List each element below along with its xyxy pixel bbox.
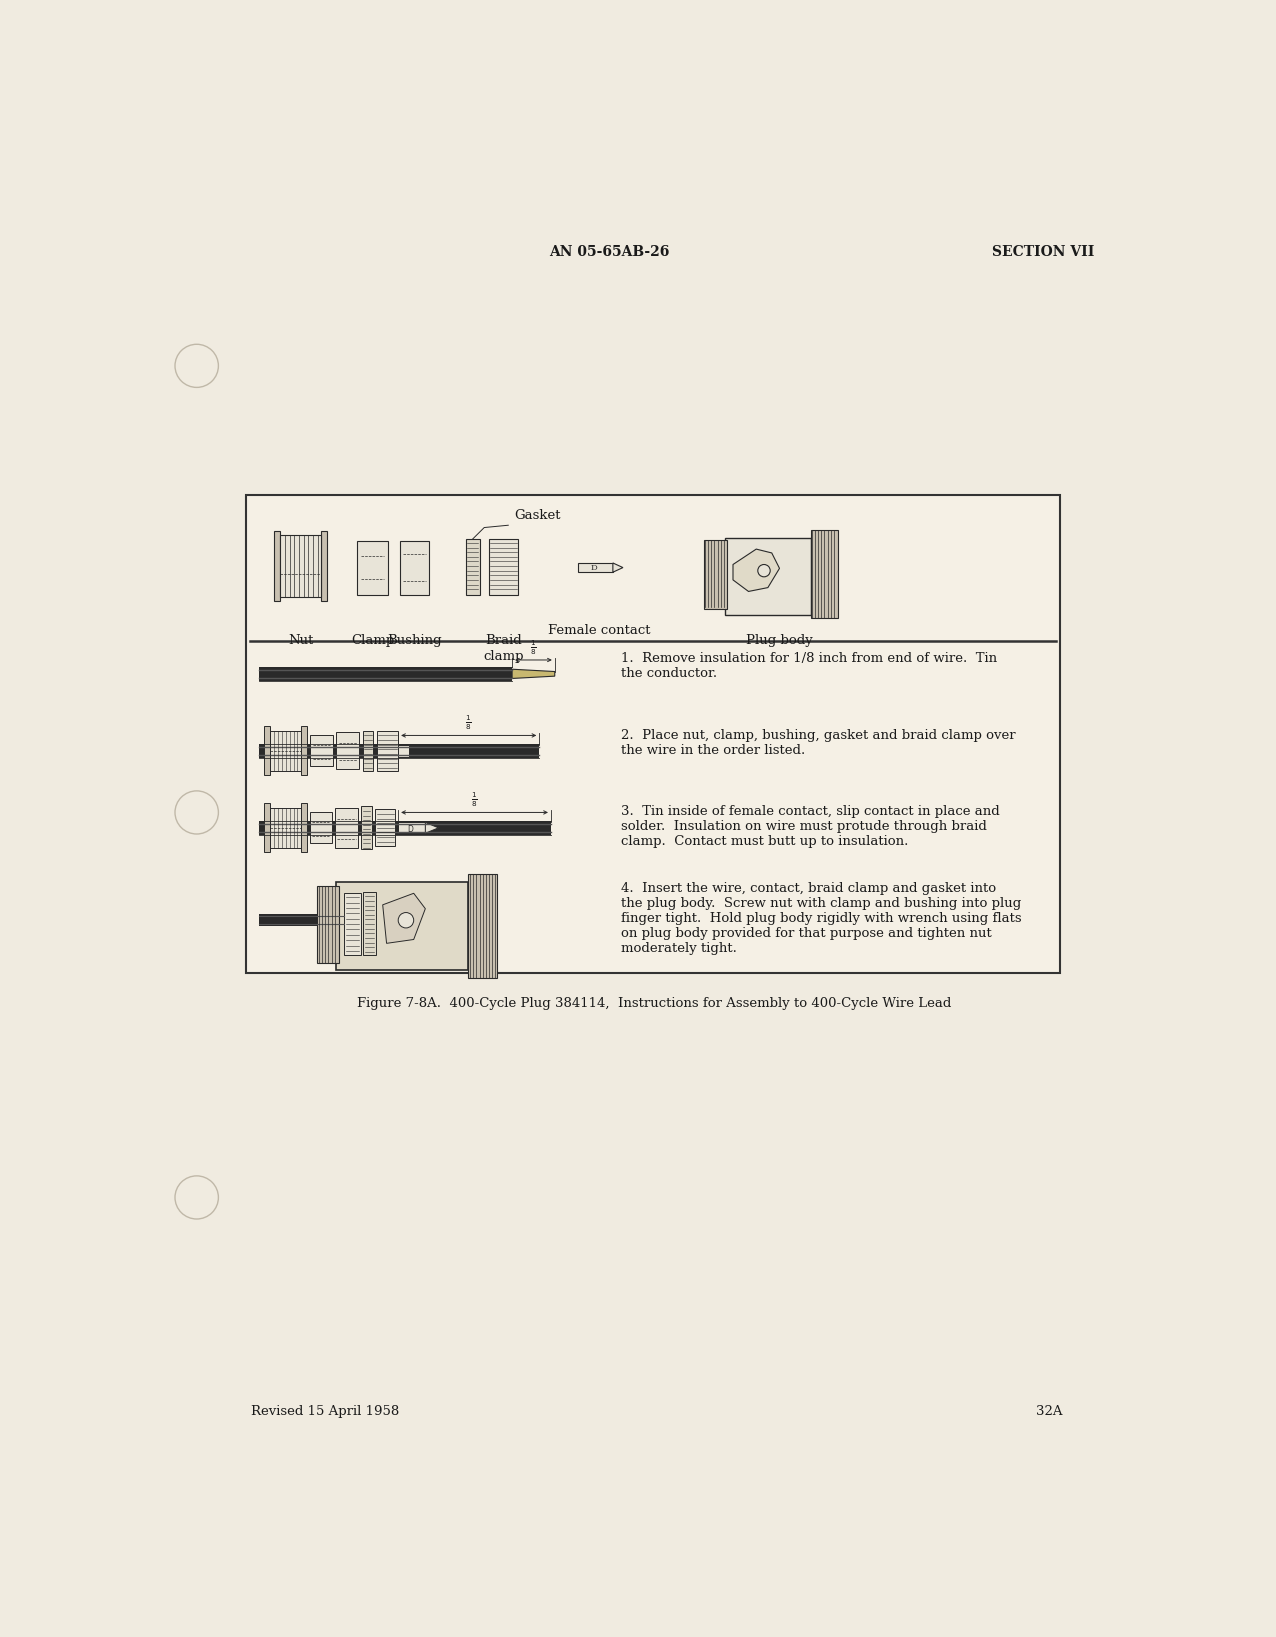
Bar xyxy=(271,807,301,848)
Circle shape xyxy=(175,791,218,833)
Circle shape xyxy=(175,1175,218,1220)
Bar xyxy=(274,532,281,601)
Polygon shape xyxy=(732,548,780,591)
Bar xyxy=(264,727,271,776)
Bar xyxy=(725,537,810,614)
Text: Female contact: Female contact xyxy=(549,624,651,637)
Text: Figure 7-8A.  400-Cycle Plug 384114,  Instructions for Assembly to 400-Cycle Wir: Figure 7-8A. 400-Cycle Plug 384114, Inst… xyxy=(357,997,951,1010)
Bar xyxy=(578,563,612,573)
Text: AN 05-65AB-26: AN 05-65AB-26 xyxy=(549,246,669,259)
Text: Clamp: Clamp xyxy=(351,634,394,647)
Bar xyxy=(259,820,551,835)
Bar xyxy=(336,882,468,971)
Bar xyxy=(375,809,396,846)
Bar xyxy=(357,540,388,594)
Text: $\frac{1}{8}$: $\frac{1}{8}$ xyxy=(530,638,537,656)
Text: 32A: 32A xyxy=(1036,1405,1063,1418)
Bar xyxy=(301,727,306,776)
Bar xyxy=(361,807,371,850)
Text: Nut: Nut xyxy=(288,634,313,647)
Text: $\frac{1}{8}$: $\frac{1}{8}$ xyxy=(466,714,472,732)
Bar xyxy=(398,822,425,833)
Text: D: D xyxy=(407,825,413,833)
Bar xyxy=(281,535,320,598)
Text: 2.  Place nut, clamp, bushing, gasket and braid clamp over
the wire in the order: 2. Place nut, clamp, bushing, gasket and… xyxy=(620,728,1016,758)
Text: Braid
clamp: Braid clamp xyxy=(484,634,524,663)
Bar xyxy=(489,539,518,594)
Text: Gasket: Gasket xyxy=(514,509,561,522)
Polygon shape xyxy=(612,563,623,573)
Bar xyxy=(810,530,837,619)
Text: 4.  Insert the wire, contact, braid clamp and gasket into
the plug body.  Screw : 4. Insert the wire, contact, braid clamp… xyxy=(620,882,1021,954)
Bar xyxy=(362,730,374,771)
Bar xyxy=(259,743,540,758)
Bar xyxy=(345,894,361,954)
Bar xyxy=(398,745,410,756)
Bar xyxy=(376,730,398,771)
Bar xyxy=(259,913,345,927)
Circle shape xyxy=(175,344,218,388)
Circle shape xyxy=(398,912,413,928)
Bar xyxy=(310,812,332,843)
Circle shape xyxy=(758,565,771,576)
Text: Plug body: Plug body xyxy=(746,634,813,647)
Polygon shape xyxy=(425,822,439,833)
Bar xyxy=(399,540,429,594)
Polygon shape xyxy=(512,670,555,678)
Bar xyxy=(264,804,271,853)
Bar xyxy=(703,540,727,609)
Bar xyxy=(336,732,360,769)
Bar xyxy=(334,807,357,848)
Polygon shape xyxy=(383,894,425,943)
Text: Revised 15 April 1958: Revised 15 April 1958 xyxy=(251,1405,399,1418)
Bar xyxy=(316,886,338,963)
Bar xyxy=(310,735,333,766)
Bar xyxy=(320,532,327,601)
Text: SECTION VII: SECTION VII xyxy=(991,246,1095,259)
Text: 3.  Tin inside of female contact, slip contact in place and
solder.  Insulation : 3. Tin inside of female contact, slip co… xyxy=(620,805,999,848)
Text: 1.  Remove insulation for 1/8 inch from end of wire.  Tin
the conductor.: 1. Remove insulation for 1/8 inch from e… xyxy=(620,652,997,681)
Text: D: D xyxy=(590,565,597,573)
Bar xyxy=(246,496,1060,972)
Text: Bushing: Bushing xyxy=(387,634,441,647)
Bar xyxy=(259,666,512,681)
Bar xyxy=(468,874,498,977)
Text: $\frac{1}{8}$: $\frac{1}{8}$ xyxy=(471,791,477,809)
Bar xyxy=(271,730,301,771)
Bar xyxy=(466,539,480,594)
Bar xyxy=(301,804,306,853)
Bar xyxy=(364,892,375,954)
